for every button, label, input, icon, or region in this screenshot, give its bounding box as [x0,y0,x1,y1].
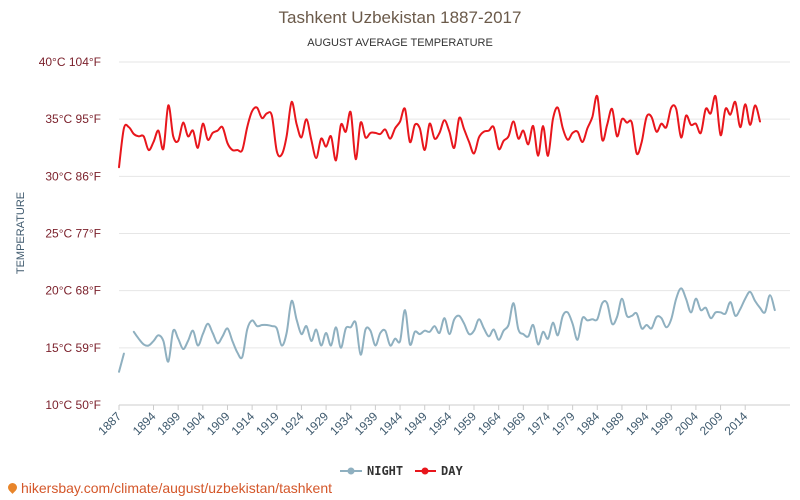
y-tick-labels: 10°C 50°F 15°C 59°F 20°C 68°F 25°C 77°F 30°C… [39,55,101,412]
y-tick-label: 35°C 95°F [45,112,101,126]
legend-night-label: NIGHT [367,464,403,478]
grid-lines [119,61,790,406]
x-tick-label: 1964 [475,409,504,438]
y-tick-label: 30°C 86°F [45,169,101,183]
x-tick-label: 1954 [426,409,455,438]
chart-title: Tashkent Uzbekistan 1887-2017 [279,8,522,27]
y-tick-label: 15°C 59°F [45,341,101,355]
series-line-night [132,287,776,363]
footer-url: hikersbay.com/climate/august/uzbekistan/… [21,480,333,496]
y-tick-label: 25°C 77°F [45,227,101,241]
legend-item-night[interactable]: NIGHT [340,464,403,478]
x-tick-label: 1924 [278,409,307,438]
x-tick-label: 1919 [253,409,282,438]
x-tick-label: 1904 [179,409,208,438]
x-tick-labels: 1887 189418991904190919141919192419291934… [95,405,751,438]
y-axis-label: TEMPERATURE [15,192,27,274]
footer-link[interactable]: hikersbay.com/climate/august/uzbekistan/… [6,480,332,496]
y-tick-label: 10°C 50°F [45,398,101,412]
x-tick-label: 1899 [155,409,184,438]
y-tick-label: 20°C 68°F [45,284,101,298]
chart-subtitle: AUGUST AVERAGE TEMPERATURE [307,37,493,49]
legend-night-marker [347,467,355,475]
x-tick-label: 1984 [574,409,603,438]
x-tick-label: 1894 [130,409,159,438]
legend: NIGHT DAY [340,464,463,478]
legend-day-label: DAY [441,464,463,478]
x-tick-label: 1994 [623,409,652,438]
x-tick-label: 2014 [722,409,751,438]
x-tick-label: 1949 [401,409,430,438]
x-tick-label: 1914 [228,409,257,438]
x-tick-label: 1887 [95,409,124,438]
x-tick-label: 1929 [302,409,331,438]
x-tick-label: 1934 [327,409,356,438]
series-line-night [118,352,125,373]
x-tick-label: 1989 [598,409,627,438]
x-tick-label: 2004 [672,409,701,438]
x-tick-label: 1999 [648,409,677,438]
x-tick-label: 1974 [524,409,553,438]
series-lines [118,94,776,373]
legend-day-marker [421,467,429,475]
legend-item-day[interactable]: DAY [415,464,463,478]
x-tick-label: 1959 [450,409,479,438]
series-line-day [118,94,761,169]
y-tick-label: 40°C 104°F [39,55,101,69]
x-tick-label: 1944 [376,409,405,438]
x-tick-label: 2009 [697,409,726,438]
x-tick-label: 1909 [204,409,233,438]
x-tick-label: 1969 [500,409,529,438]
location-pin-icon [6,481,19,494]
x-tick-label: 1939 [352,409,381,438]
x-tick-label: 1979 [549,409,578,438]
